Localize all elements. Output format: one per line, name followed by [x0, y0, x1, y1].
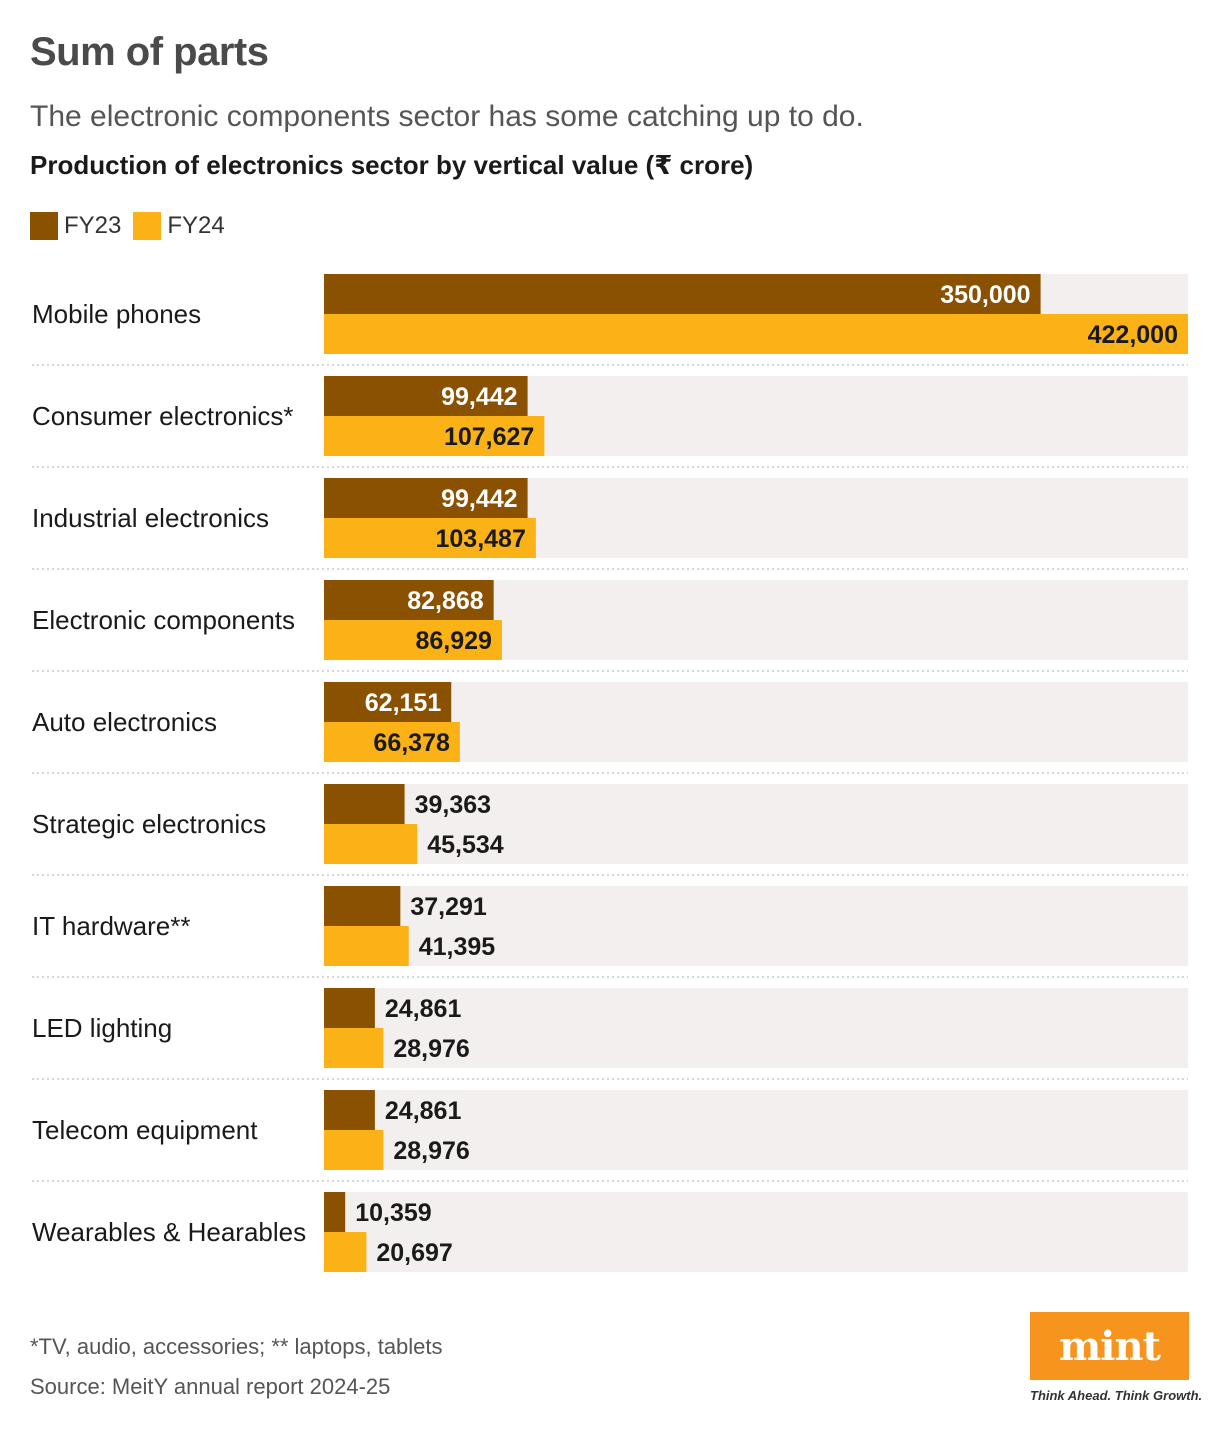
legend-label-fy23: FY23 [64, 212, 122, 239]
bar-fy24-consumer-electronics [324, 416, 545, 456]
value-label-fy23-consumer-electronics: 99,442 [441, 383, 517, 411]
value-label-fy24-electronic-components: 86,929 [416, 627, 492, 655]
bar-fy24-mobile-phones [324, 314, 1188, 354]
bar-fy24-auto-electronics [324, 722, 460, 762]
value-label-fy24-led-lighting: 28,976 [393, 1035, 469, 1063]
bar-fy24-led-lighting [324, 1028, 384, 1068]
footnote: *TV, audio, accessories; ** laptops, tab… [30, 1334, 443, 1359]
bar-track-wearables-hearables [324, 1192, 1188, 1272]
value-label-fy24-it-hardware: 41,395 [419, 933, 496, 961]
value-label-fy23-wearables-hearables: 10,359 [355, 1199, 431, 1227]
value-label-fy23-auto-electronics: 62,151 [365, 689, 442, 717]
bar-fy24-strategic-electronics [324, 824, 418, 864]
category-label-wearables-hearables: Wearables & Hearables [32, 1217, 306, 1247]
value-label-fy24-wearables-hearables: 20,697 [376, 1239, 452, 1267]
value-label-fy23-telecom-equipment: 24,861 [385, 1097, 462, 1125]
bar-track-auto-electronics [324, 682, 1188, 762]
bar-fy24-wearables-hearables [324, 1232, 367, 1272]
bar-fy23-industrial-electronics [324, 478, 528, 518]
bar-fy24-telecom-equipment [324, 1130, 384, 1170]
category-label-auto-electronics: Auto electronics [32, 707, 217, 737]
category-label-telecom-equipment: Telecom equipment [32, 1115, 258, 1145]
bar-chart: Mobile phones 350,000 422,000 Consumer elec… [32, 274, 1188, 1272]
chart-heading: Production of electronics sector by vert… [30, 150, 754, 180]
bar-fy23-telecom-equipment [324, 1090, 375, 1130]
category-label-mobile-phones: Mobile phones [32, 299, 201, 329]
legend-item-fy23: FY23 [30, 212, 121, 240]
bar-fy23-consumer-electronics [324, 376, 528, 416]
bar-fy23-auto-electronics [324, 682, 452, 722]
category-label-industrial-electronics: Industrial electronics [32, 503, 269, 533]
value-label-fy23-industrial-electronics: 99,442 [441, 485, 517, 513]
brand-logo: mint [1030, 1312, 1189, 1380]
legend-swatch-fy24 [133, 212, 162, 240]
bar-fy23-electronic-components [324, 580, 494, 620]
bar-fy23-led-lighting [324, 988, 375, 1028]
bar-fy24-electronic-components [324, 620, 502, 660]
legend-label-fy24: FY24 [167, 212, 225, 239]
legend-swatch-fy23 [30, 212, 58, 240]
bar-track-led-lighting [324, 988, 1188, 1068]
chart-title: Sum of parts [30, 30, 269, 74]
value-label-fy23-mobile-phones: 350,000 [940, 281, 1030, 309]
legend-item-fy24: FY24 [133, 212, 225, 240]
brand-tagline: Think Ahead. Think Growth. [1030, 1388, 1203, 1403]
value-label-fy23-strategic-electronics: 39,363 [415, 791, 491, 819]
value-label-fy23-led-lighting: 24,861 [385, 995, 462, 1023]
bar-track-it-hardware [324, 886, 1188, 966]
legend: FY23 FY24 [30, 212, 237, 240]
value-label-fy24-industrial-electronics: 103,487 [436, 525, 526, 553]
value-label-fy23-electronic-components: 82,868 [407, 587, 484, 615]
bar-fy23-mobile-phones [324, 274, 1041, 314]
bar-fy23-it-hardware [324, 886, 401, 926]
bar-fy23-wearables-hearables [324, 1192, 346, 1232]
category-label-it-hardware: IT hardware** [32, 911, 191, 941]
value-label-fy24-consumer-electronics: 107,627 [444, 423, 534, 451]
value-label-fy24-auto-electronics: 66,378 [373, 729, 450, 757]
source-note: Source: MeitY annual report 2024-25 [30, 1374, 391, 1399]
value-label-fy24-strategic-electronics: 45,534 [427, 831, 504, 859]
bar-fy24-it-hardware [324, 926, 409, 966]
category-label-consumer-electronics: Consumer electronics* [32, 401, 294, 431]
value-label-fy24-telecom-equipment: 28,976 [393, 1137, 469, 1165]
brand-logo-text: mint [1058, 1322, 1161, 1370]
category-label-electronic-components: Electronic components [32, 605, 295, 635]
bar-track-strategic-electronics [324, 784, 1188, 864]
category-label-strategic-electronics: Strategic electronics [32, 809, 266, 839]
value-label-fy24-mobile-phones: 422,000 [1088, 321, 1178, 349]
category-label-led-lighting: LED lighting [32, 1013, 172, 1043]
bar-fy23-strategic-electronics [324, 784, 405, 824]
value-label-fy23-it-hardware: 37,291 [410, 893, 487, 921]
bar-fy24-industrial-electronics [324, 518, 536, 558]
chart-subtitle: The electronic components sector has som… [30, 100, 864, 133]
bar-track-telecom-equipment [324, 1090, 1188, 1170]
